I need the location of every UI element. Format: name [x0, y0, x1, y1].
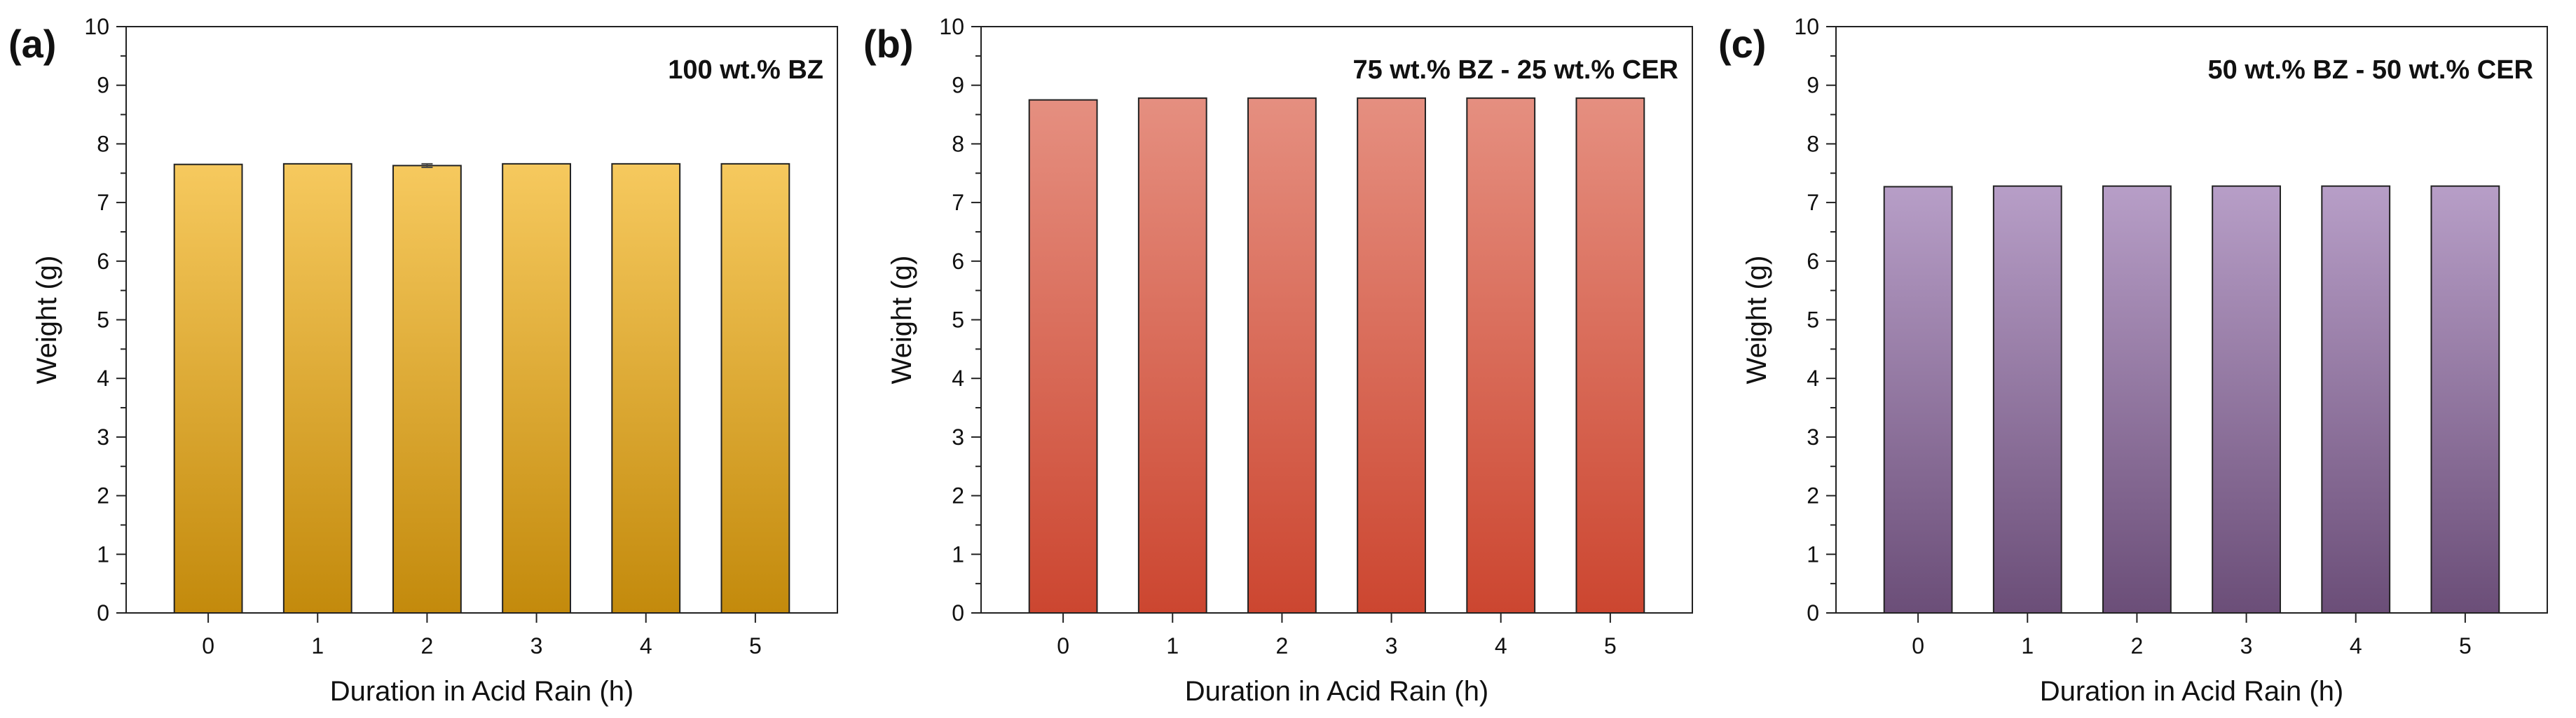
- bar-5: [720, 163, 790, 614]
- bar-3: [2212, 185, 2281, 614]
- x-tick-label: 2: [1276, 633, 1289, 658]
- y-tick-label: 8: [952, 131, 964, 156]
- y-tick-label: 10: [84, 14, 109, 39]
- x-tick-label: 3: [530, 633, 543, 658]
- x-tick-label: 1: [311, 633, 324, 658]
- panel-label: (b): [863, 22, 914, 66]
- plot-frame: [125, 26, 838, 614]
- y-tick-label: 0: [1807, 600, 1819, 626]
- x-tick-label: 5: [749, 633, 762, 658]
- y-tick-label: 10: [939, 14, 964, 39]
- plot-frame: [1835, 26, 2548, 614]
- bar-3: [502, 163, 571, 614]
- chart-panel-c: 0 1 2 3 4 5 6 7 8 9 10 0 1 2 3 4 5 Duration in Acid Rain …: [1718, 14, 2548, 707]
- panel-label: (c): [1718, 22, 1766, 66]
- bar-0: [173, 163, 243, 614]
- y-tick-label: 4: [952, 366, 964, 391]
- y-tick-label: 5: [1807, 308, 1819, 333]
- x-axis-title: Duration in Acid Rain (h): [1185, 676, 1489, 707]
- x-tick-label: 2: [2131, 633, 2144, 658]
- bar-0: [1028, 99, 1098, 614]
- bar-4: [2321, 185, 2391, 614]
- x-axis-title: Duration in Acid Rain (h): [330, 676, 634, 707]
- x-axis-title: Duration in Acid Rain (h): [2040, 676, 2344, 707]
- bar-3: [1357, 97, 1426, 614]
- panel-title: 100 wt.% BZ: [668, 55, 823, 85]
- bar-1: [282, 163, 352, 614]
- y-tick-label: 7: [952, 190, 964, 215]
- bar-2: [2102, 185, 2172, 614]
- panel-title: 75 wt.% BZ - 25 wt.% CER: [1352, 55, 1678, 85]
- y-tick-label: 10: [1794, 14, 1819, 39]
- bar-4: [1466, 97, 1536, 614]
- y-tick-label: 2: [1807, 483, 1819, 509]
- bar-5: [2430, 185, 2500, 614]
- y-tick-label: 9: [1807, 73, 1819, 98]
- y-tick-label: 8: [1807, 131, 1819, 156]
- y-tick-label: 1: [97, 541, 109, 567]
- x-tick-label: 0: [1912, 633, 1924, 658]
- chart-panel-b: 0 1 2 3 4 5 6 7 8 9 10 0 1 2 3 4 5 Duration in Acid Rain …: [863, 14, 1693, 707]
- y-tick-label: 4: [97, 366, 109, 391]
- bar-4: [611, 163, 681, 614]
- panel-label: (a): [8, 22, 56, 66]
- panel-title: 50 wt.% BZ - 50 wt.% CER: [2207, 55, 2533, 85]
- x-tick-label: 4: [2350, 633, 2362, 658]
- x-tick-label: 0: [202, 633, 214, 658]
- x-tick-label: 3: [2240, 633, 2253, 658]
- x-tick-label: 1: [2021, 633, 2034, 658]
- x-tick-label: 5: [1604, 633, 1617, 658]
- y-tick-label: 7: [1807, 190, 1819, 215]
- y-tick-label: 9: [952, 73, 964, 98]
- bar-5: [1575, 97, 1645, 614]
- y-tick-label: 5: [97, 308, 109, 333]
- x-tick-label: 5: [2459, 633, 2472, 658]
- y-tick-label: 3: [952, 424, 964, 450]
- y-axis-title: Weight (g): [32, 256, 62, 385]
- bar-1: [1992, 185, 2062, 614]
- y-axis-title: Weight (g): [886, 256, 917, 385]
- y-tick-label: 9: [97, 73, 109, 98]
- x-tick-label: 4: [1495, 633, 1507, 658]
- y-tick-label: 1: [952, 541, 964, 567]
- x-tick-label: 2: [421, 633, 434, 658]
- y-tick-label: 3: [97, 424, 109, 450]
- x-tick-label: 0: [1057, 633, 1069, 658]
- y-axis-title: Weight (g): [1741, 256, 1772, 385]
- y-tick-label: 4: [1807, 366, 1819, 391]
- y-tick-label: 2: [952, 483, 964, 509]
- y-tick-label: 0: [952, 600, 964, 626]
- bar-2: [1247, 97, 1317, 614]
- plot-frame: [980, 26, 1693, 614]
- y-tick-label: 6: [1807, 249, 1819, 274]
- x-tick-label: 3: [1385, 633, 1398, 658]
- bar-0: [1883, 186, 1953, 614]
- bar-2: [392, 165, 462, 614]
- y-tick-label: 6: [952, 249, 964, 274]
- chart-panel-a: 0 1 2 3 4 5 6 7 8 9 10 0 1 2 3 4 5 Duration in Acid Rain …: [8, 14, 838, 707]
- y-tick-label: 3: [1807, 424, 1819, 450]
- y-tick-label: 6: [97, 249, 109, 274]
- y-tick-label: 7: [97, 190, 109, 215]
- x-tick-label: 4: [640, 633, 652, 658]
- x-tick-label: 1: [1166, 633, 1179, 658]
- y-tick-label: 8: [97, 131, 109, 156]
- y-tick-label: 5: [952, 308, 964, 333]
- y-tick-label: 2: [97, 483, 109, 509]
- bar-1: [1137, 97, 1207, 614]
- y-tick-label: 1: [1807, 541, 1819, 567]
- y-tick-label: 0: [97, 600, 109, 626]
